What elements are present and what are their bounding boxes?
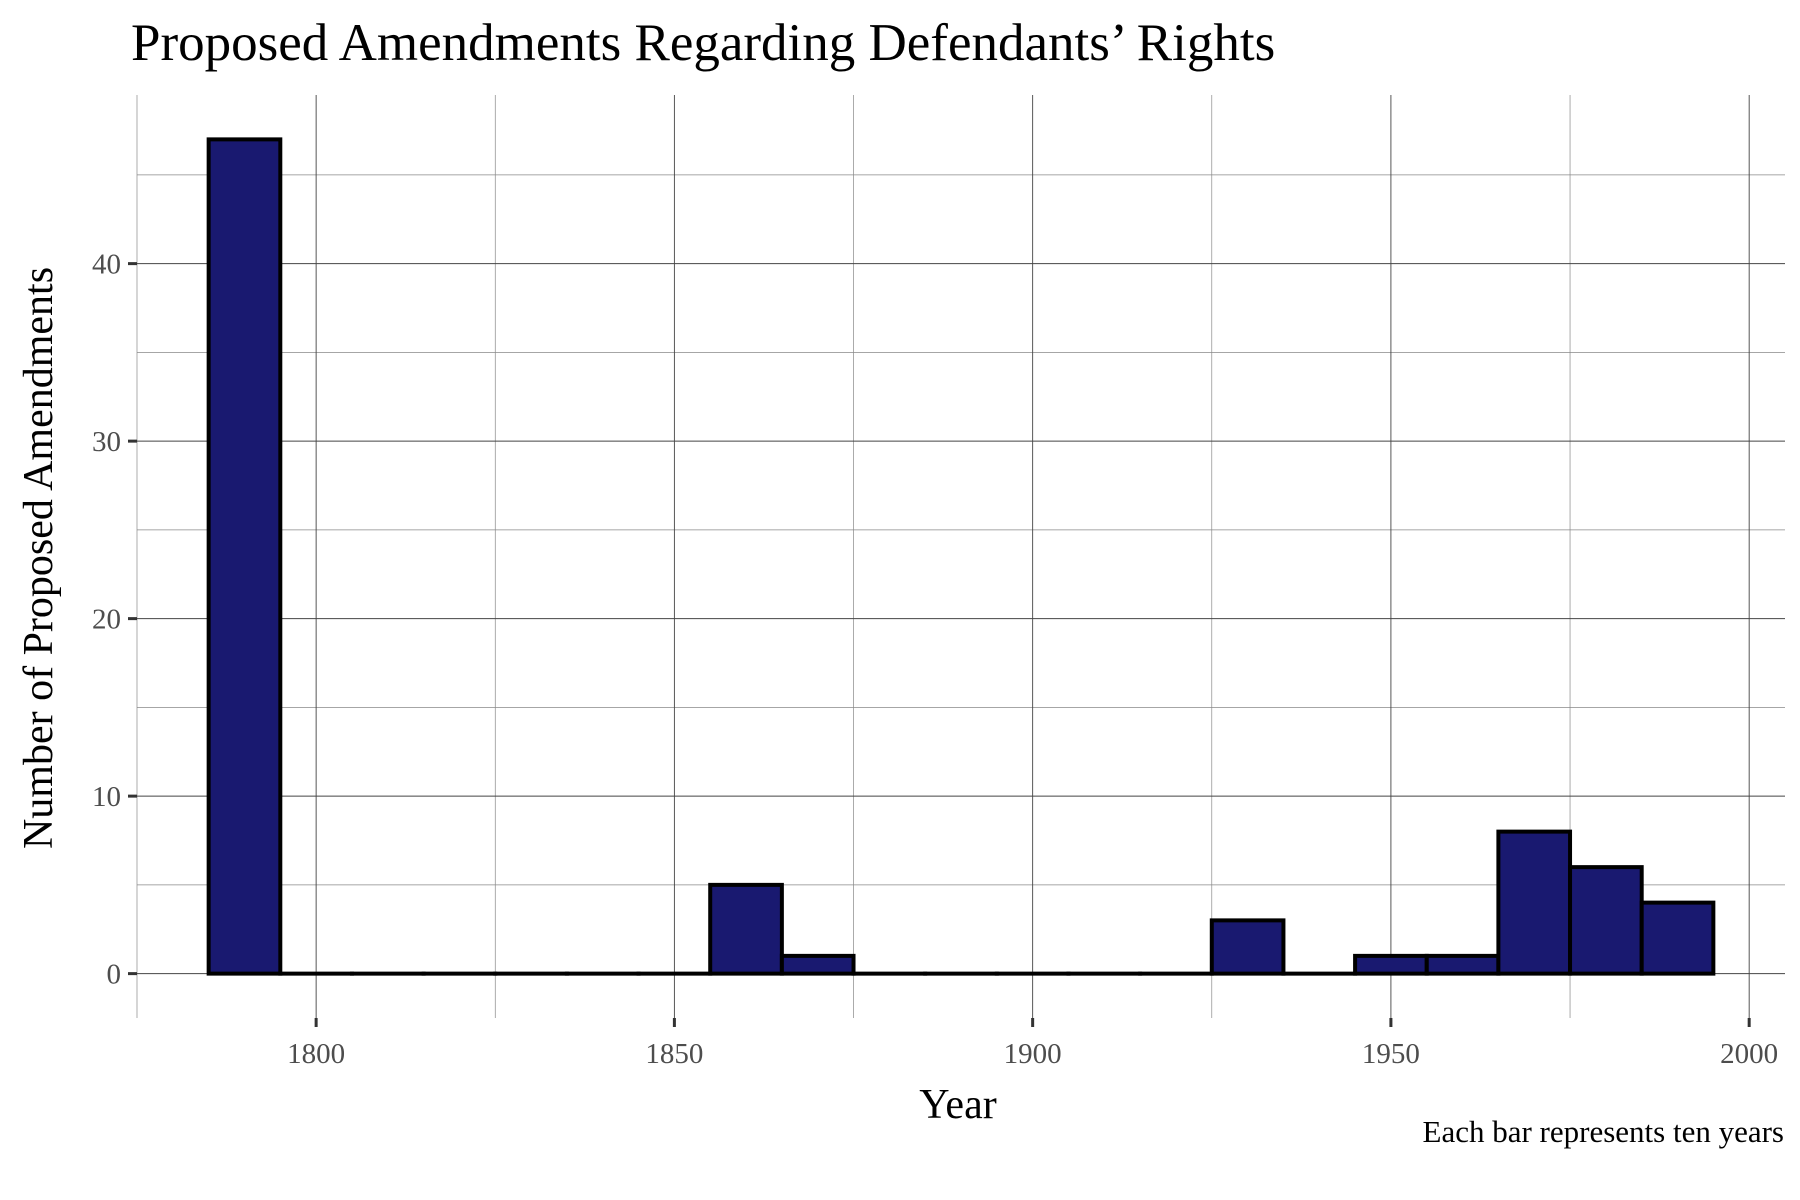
histogram-bar [708,882,784,976]
y-axis-title: Number of Proposed Amendments [16,267,62,849]
grid [136,95,1785,1018]
y-tick-label: 30 [92,426,121,458]
axis-ticks [128,262,1751,1027]
y-tick-label: 20 [92,604,121,636]
chart-title: Proposed Amendments Regarding Defendants… [131,14,1275,72]
y-tick-label: 40 [92,249,121,281]
histogram-bar [1209,918,1286,976]
histogram-bar [1496,829,1573,976]
histogram-bar [1639,900,1716,976]
x-tick-label: 2000 [1720,1038,1778,1070]
histogram-bar [1424,953,1501,976]
y-tick-label: 0 [107,959,122,991]
histogram-bar [1568,865,1644,976]
x-tick-label: 1800 [287,1038,345,1070]
x-tick-label: 1950 [1362,1038,1420,1070]
histogram-bar [779,953,856,976]
x-tick-label: 1900 [1004,1038,1062,1070]
chart-caption: Each bar represents ten years [1423,1114,1784,1149]
x-axis-title: Year [919,1082,996,1128]
bars [206,137,1716,976]
histogram-bar [206,137,283,976]
y-tick-label: 10 [92,781,121,813]
histogram-bar [1353,953,1429,976]
y-tick-labels: 0 10 20 30 40 [92,249,121,991]
x-tick-labels: 1800 1850 1900 1950 2000 [287,1038,1778,1070]
x-tick-label: 1850 [645,1038,703,1070]
